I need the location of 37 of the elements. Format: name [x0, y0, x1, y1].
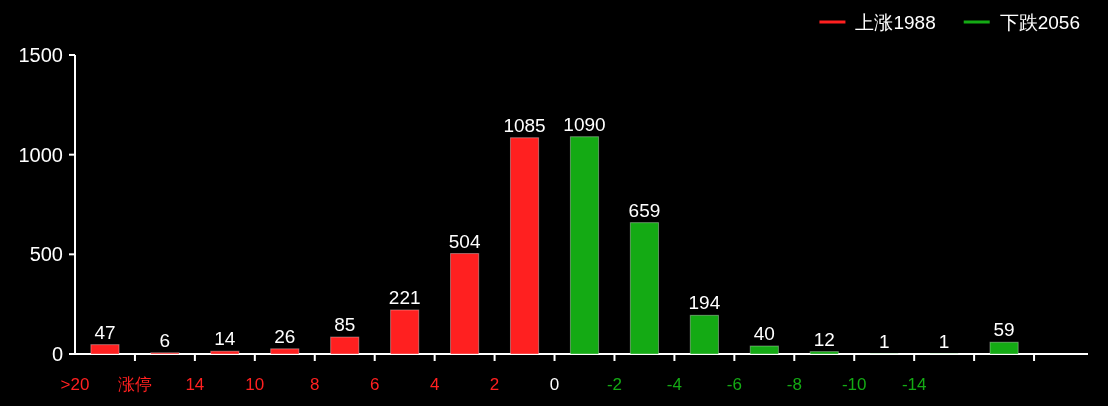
x-tick-label: 8	[310, 374, 320, 394]
data-label: 1085	[503, 114, 546, 136]
data-label: 1090	[563, 113, 606, 135]
x-tick-label: 14	[185, 374, 205, 394]
data-label: 194	[688, 292, 721, 314]
data-label: 6	[159, 329, 171, 351]
data-label: 59	[993, 319, 1015, 341]
x-tick-label: >20	[60, 374, 90, 394]
x-tick-label: -14	[901, 374, 927, 394]
data-label: 85	[334, 314, 356, 336]
x-tick-label: 2	[489, 374, 500, 394]
y-tick-label: 1000	[18, 143, 63, 166]
data-label: 40	[753, 323, 775, 345]
data-label: 1	[938, 330, 950, 352]
data-label: 221	[388, 286, 421, 308]
data-label: 14	[214, 328, 236, 350]
y-tick-label: 500	[29, 243, 63, 266]
data-label: 12	[813, 328, 835, 350]
legend-label: 下跌2056	[999, 11, 1080, 33]
x-tick-label: -10	[841, 374, 867, 394]
x-tick-label: 4	[429, 374, 440, 394]
data-label: 47	[94, 321, 116, 343]
x-tick-label: 涨停	[117, 374, 152, 394]
data-label: 1	[878, 330, 890, 352]
x-tick-label: -6	[726, 374, 742, 394]
x-tick-label: -8	[786, 374, 802, 394]
x-tick-label: 10	[245, 374, 265, 394]
data-label: 26	[274, 325, 296, 347]
x-tick-label: 6	[369, 374, 380, 394]
x-tick-label: -2	[606, 374, 623, 394]
y-tick-label: 0	[51, 343, 63, 365]
x-tick-label: 0	[549, 374, 560, 394]
data-label: 659	[628, 199, 661, 221]
data-label: 504	[448, 230, 481, 252]
x-tick-label: -4	[666, 374, 682, 394]
y-tick-label: 1500	[18, 44, 63, 66]
legend-label: 上涨1988	[855, 11, 936, 33]
